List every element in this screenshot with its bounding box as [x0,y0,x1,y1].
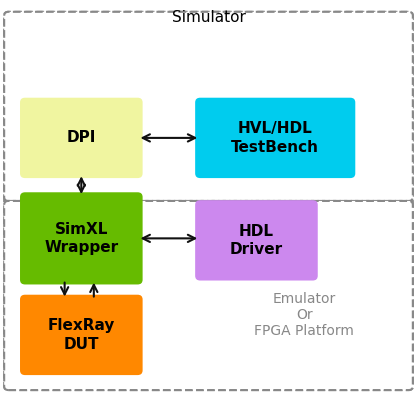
Text: Emulator
Or
FPGA Platform: Emulator Or FPGA Platform [254,292,354,338]
Text: FlexRay
DUT: FlexRay DUT [48,318,115,352]
FancyBboxPatch shape [4,12,413,201]
FancyBboxPatch shape [195,200,318,281]
FancyBboxPatch shape [4,12,413,390]
FancyBboxPatch shape [20,98,143,178]
FancyBboxPatch shape [20,295,143,375]
Text: Simulator: Simulator [171,10,246,25]
FancyBboxPatch shape [4,201,413,390]
Text: HDL
Driver: HDL Driver [230,223,283,257]
Text: DPI: DPI [67,130,96,145]
FancyBboxPatch shape [20,192,143,284]
Text: SimXL
Wrapper: SimXL Wrapper [44,221,118,255]
FancyBboxPatch shape [195,98,355,178]
Text: HVL/HDL
TestBench: HVL/HDL TestBench [231,121,319,155]
